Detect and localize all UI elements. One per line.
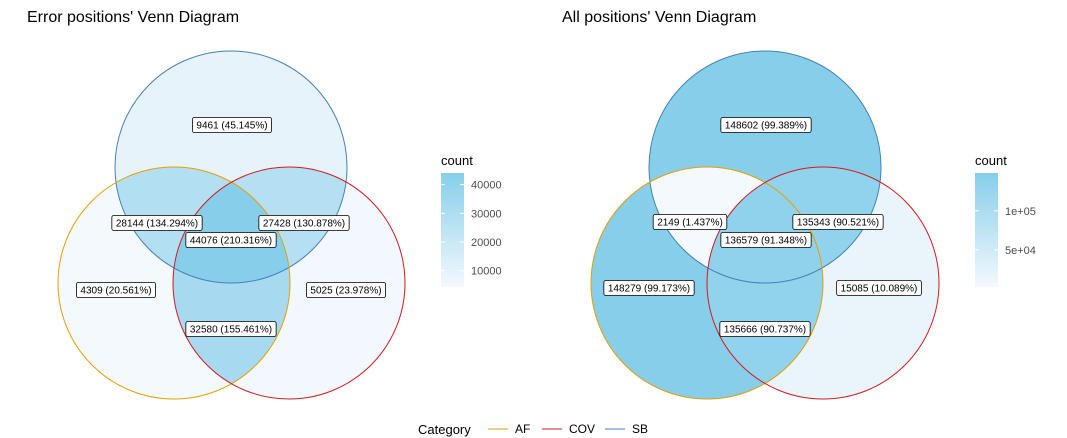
- category-legend-label: SB: [632, 422, 648, 436]
- region-label-box: [652, 214, 728, 230]
- region-label-cov-only: 15085 (10.089%): [836, 280, 922, 296]
- region-label-text: 15085 (10.089%): [841, 284, 918, 295]
- set-circle-sb: [114, 50, 348, 284]
- error-count-legend: count 10000 20000 30000 40000: [441, 153, 502, 287]
- region-label-text: 28144 (134.294%): [116, 219, 198, 230]
- region-label-af-sb: 2149 (1.437%): [652, 214, 728, 230]
- category-legend-label: AF: [515, 422, 530, 436]
- region-label-box: [76, 282, 156, 298]
- error-venn-title: Error positions' Venn Diagram: [27, 9, 239, 26]
- region-label-box: [185, 321, 277, 337]
- region-label-box: [306, 282, 386, 298]
- region-label-text: 2149 (1.437%): [657, 218, 723, 229]
- region-label-af-cov: 32580 (155.461%): [185, 321, 277, 337]
- all-count-legend: count 5e+04 1e+05: [975, 153, 1036, 287]
- colorbar-tick-label: 40000: [471, 180, 502, 192]
- region-label-text: 5025 (23.978%): [310, 286, 381, 297]
- category-legend: Category AF COV SB: [418, 422, 648, 437]
- category-legend-item-cov: COV: [542, 422, 595, 436]
- region-label-box: [836, 280, 922, 296]
- region-label-af-sb: 28144 (134.294%): [111, 215, 203, 231]
- category-legend-item-af: AF: [488, 422, 530, 436]
- set-circle-cov: [172, 166, 406, 400]
- region-label-box: [185, 232, 277, 248]
- all-count-colorbar: [975, 173, 998, 287]
- region-label-af-only: 4309 (20.561%): [76, 282, 156, 298]
- set-circle-cov: [706, 166, 940, 400]
- region-label-box: [111, 215, 203, 231]
- region-label-text: 9461 (45.145%): [196, 121, 267, 132]
- all-count-legend-title: count: [975, 153, 1007, 168]
- region-label-text: 27428 (130.878%): [263, 219, 345, 230]
- colorbar-tick-label: 20000: [471, 237, 502, 249]
- region-label-text: 4309 (20.561%): [80, 286, 151, 297]
- error-count-legend-title: count: [441, 153, 473, 168]
- colorbar-tick-label: 10000: [471, 266, 502, 278]
- region-label-text: 32580 (155.461%): [190, 325, 272, 336]
- region-label-box: [720, 117, 812, 133]
- colorbar-tick-label: 5e+04: [1005, 245, 1036, 257]
- set-circle-sb: [648, 50, 882, 284]
- region-label-box: [258, 215, 350, 231]
- region-label-box: [603, 280, 695, 296]
- region-label-text: 136579 (91.348%): [725, 236, 807, 247]
- category-legend-title: Category: [418, 422, 471, 437]
- category-legend-item-sb: SB: [605, 422, 648, 436]
- region-label-cov-sb: 27428 (130.878%): [258, 215, 350, 231]
- region-label-af-cov-sb: 136579 (91.348%): [720, 232, 812, 248]
- all-venn-title: All positions' Venn Diagram: [562, 9, 756, 26]
- region-label-sb-only: 148602 (99.389%): [720, 117, 812, 133]
- category-legend-label: COV: [569, 422, 595, 436]
- set-circle-af: [57, 166, 291, 400]
- region-label-text: 148602 (99.389%): [725, 121, 807, 132]
- region-label-box: [720, 232, 812, 248]
- region-label-box: [719, 321, 811, 337]
- region-label-cov-only: 5025 (23.978%): [306, 282, 386, 298]
- colorbar-tick-label: 1e+05: [1005, 206, 1036, 218]
- region-label-text: 148279 (99.173%): [608, 284, 690, 295]
- set-circle-af: [590, 166, 824, 400]
- region-label-sb-only: 9461 (45.145%): [192, 117, 272, 133]
- region-label-box: [192, 117, 272, 133]
- region-label-text: 135343 (90.521%): [797, 218, 879, 229]
- region-label-text: 44076 (210.316%): [190, 236, 272, 247]
- region-label-text: 135666 (90.737%): [724, 325, 806, 336]
- region-label-af-only: 148279 (99.173%): [603, 280, 695, 296]
- region-label-box: [792, 214, 884, 230]
- error-count-colorbar: [441, 173, 464, 287]
- region-label-cov-sb: 135343 (90.521%): [792, 214, 884, 230]
- colorbar-tick-label: 30000: [471, 208, 502, 220]
- region-label-af-cov-sb: 44076 (210.316%): [185, 232, 277, 248]
- region-label-af-cov: 135666 (90.737%): [719, 321, 811, 337]
